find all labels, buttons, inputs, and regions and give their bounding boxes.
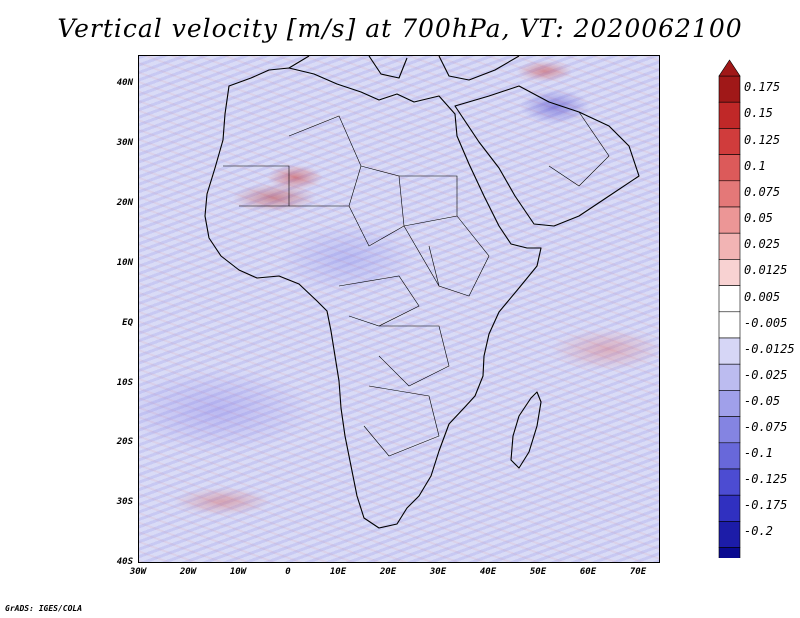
lat-label: 30S (116, 497, 133, 507)
lon-label: 50E (529, 567, 547, 577)
lon-label: 40E (479, 567, 497, 577)
colorbar-label: 0.05 (744, 211, 773, 225)
colorbar-segment (718, 285, 741, 313)
lon-label: 30E (429, 567, 447, 577)
colorbar-max-arrow (718, 59, 741, 77)
colorbar-label: -0.05 (744, 394, 781, 408)
colorbar-label: -0.025 (744, 368, 788, 382)
colorbar-segment (718, 363, 741, 391)
colorbar-label: 0.025 (744, 237, 781, 251)
grads-credit: GrADS: IGES/COLA (5, 604, 83, 613)
colorbar-segment (718, 547, 741, 558)
lon-label: 20W (179, 567, 197, 577)
colorbar-segment (718, 390, 741, 417)
lat-label: 30N (116, 138, 133, 148)
lat-label: EQ (122, 318, 133, 328)
africa-coastline (204, 67, 542, 529)
colorbar-segment (718, 180, 741, 208)
colorbar-label: -0.125 (744, 472, 788, 486)
lat-label: 10S (116, 378, 133, 388)
colorbar-segment (718, 206, 741, 234)
colorbar-label: -0.075 (744, 420, 788, 434)
colorbar-segment (718, 337, 741, 365)
colorbar-segment (718, 311, 741, 339)
lon-label: 10W (229, 567, 247, 577)
colorbar-label: -0.0125 (744, 342, 795, 356)
colorbar-label: 0.005 (744, 290, 781, 304)
colorbar-segment (718, 259, 741, 286)
coastlines (204, 56, 640, 529)
lat-label: 20N (116, 198, 133, 208)
colorbar-segment (718, 442, 741, 470)
colorbar-segment (718, 128, 741, 155)
lon-label: 0 (285, 567, 291, 577)
colorbar-label: 0.15 (744, 106, 773, 120)
map-plot-area (138, 55, 660, 563)
lon-label: 70E (629, 567, 647, 577)
colorbar-label: 0.075 (744, 185, 781, 199)
europe-coastline (288, 56, 520, 81)
colorbar-segment (718, 468, 741, 496)
colorbar-label: -0.005 (744, 316, 788, 330)
lat-label: 40S (116, 557, 133, 567)
colorbar-segment (718, 494, 741, 522)
colorbar-label: 0.125 (744, 133, 781, 147)
lat-label: 40N (116, 78, 133, 88)
colorbar-label: 0.1 (744, 159, 766, 173)
lon-label: 10E (329, 567, 347, 577)
lon-label: 60E (579, 567, 597, 577)
colorbar-label: -0.1 (744, 446, 773, 460)
map-title: Vertical velocity [m/s] at 700hPa, VT: 2… (57, 14, 743, 43)
map-overlay (204, 56, 640, 529)
colorbar-segment (718, 521, 741, 548)
colorbar-segment (718, 416, 741, 444)
lat-label: 10N (116, 258, 133, 268)
lon-label: 20E (379, 567, 397, 577)
lat-label: 20S (116, 437, 133, 447)
arabia-coastline (454, 85, 640, 227)
madagascar-coastline (510, 391, 542, 469)
colorbar-label: 0.175 (744, 80, 781, 94)
colorbar-segment (718, 154, 741, 182)
colorbar-label: -0.175 (744, 498, 788, 512)
colorbar-segment (718, 232, 741, 260)
colorbar (718, 59, 741, 558)
colorbar-label: -0.2 (744, 524, 773, 538)
country-borders (223, 111, 610, 457)
colorbar-label: 0.0125 (744, 263, 788, 277)
colorbar-segment (718, 101, 741, 129)
colorbar-segment (718, 75, 741, 103)
lon-label: 30W (129, 567, 147, 577)
